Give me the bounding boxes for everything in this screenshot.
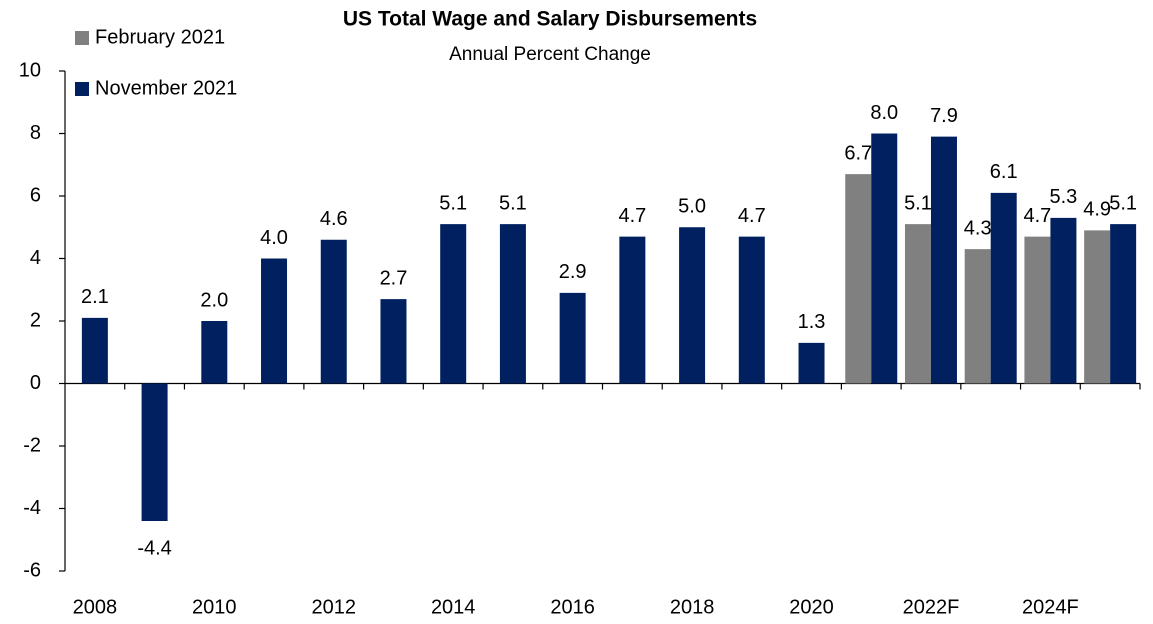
- legend-label: February 2021: [95, 26, 225, 48]
- x-tick-label: 2024F: [1022, 596, 1079, 618]
- bar: [845, 174, 872, 384]
- bar: [261, 258, 288, 384]
- bar: [1050, 217, 1077, 384]
- bar: [499, 224, 526, 384]
- y-tick-label: 10: [19, 59, 41, 81]
- data-label: 8.0: [870, 102, 898, 124]
- legend-label: November 2021: [95, 77, 237, 99]
- chart-subtitle: Annual Percent Change: [449, 44, 651, 65]
- bar: [679, 227, 706, 384]
- bar: [320, 239, 347, 384]
- data-label: 4.0: [260, 227, 288, 249]
- data-label: 6.7: [844, 142, 872, 164]
- bar: [380, 299, 407, 384]
- data-label: 2.0: [200, 289, 228, 311]
- bar: [1110, 224, 1137, 384]
- x-tick-label: 2014: [431, 596, 476, 618]
- data-label: 4.6: [320, 208, 348, 230]
- data-label: 4.7: [618, 205, 646, 227]
- bar: [871, 133, 898, 384]
- data-label: 2.1: [81, 286, 109, 308]
- x-tick-label: 2016: [550, 596, 595, 618]
- data-label: 4.9: [1083, 199, 1111, 221]
- data-label: 5.0: [678, 196, 706, 218]
- y-tick-label: -2: [23, 434, 41, 456]
- data-label: 7.9: [930, 105, 958, 127]
- y-tick-label: 6: [30, 184, 41, 206]
- data-label: 2.7: [380, 267, 408, 289]
- data-label: -4.4: [137, 537, 171, 559]
- x-tick-label: 2008: [73, 596, 118, 618]
- data-label: 5.1: [439, 192, 467, 214]
- bar: [904, 224, 931, 384]
- x-tick-label: 2020: [789, 596, 834, 618]
- data-label: 2.9: [559, 261, 587, 283]
- y-tick-label: -4: [23, 497, 41, 519]
- data-label: 1.3: [798, 311, 826, 333]
- x-tick-label: 2012: [312, 596, 357, 618]
- data-label: 5.1: [904, 192, 932, 214]
- data-label: 5.1: [1109, 192, 1137, 214]
- bar: [81, 317, 108, 384]
- y-tick-label: 0: [30, 372, 41, 394]
- bar: [964, 249, 991, 384]
- chart-title: US Total Wage and Salary Disbursements: [343, 8, 757, 31]
- bar: [1024, 236, 1051, 384]
- data-label: 6.1: [990, 161, 1018, 183]
- bar: [141, 383, 168, 521]
- legend-swatch: [75, 82, 89, 96]
- data-label: 5.3: [1050, 186, 1078, 208]
- data-label: 4.7: [738, 205, 766, 227]
- bar: [1084, 230, 1111, 384]
- x-tick-label: 2010: [192, 596, 237, 618]
- bar: [990, 192, 1017, 384]
- x-tick-label: 2022F: [903, 596, 960, 618]
- bar: [738, 236, 765, 384]
- x-tick-label: 2018: [670, 596, 715, 618]
- y-tick-label: -6: [23, 559, 41, 581]
- y-tick-label: 2: [30, 309, 41, 331]
- data-label: 4.3: [964, 217, 992, 239]
- bar: [201, 321, 228, 384]
- data-label: 5.1: [499, 192, 527, 214]
- bar: [798, 342, 825, 384]
- y-tick-label: 4: [30, 247, 41, 269]
- bar: [440, 224, 467, 384]
- legend-swatch: [75, 31, 89, 45]
- bar: [619, 236, 646, 384]
- bar: [930, 136, 957, 384]
- data-label: 4.7: [1024, 205, 1052, 227]
- bar: [559, 292, 586, 384]
- y-tick-label: 8: [30, 122, 41, 144]
